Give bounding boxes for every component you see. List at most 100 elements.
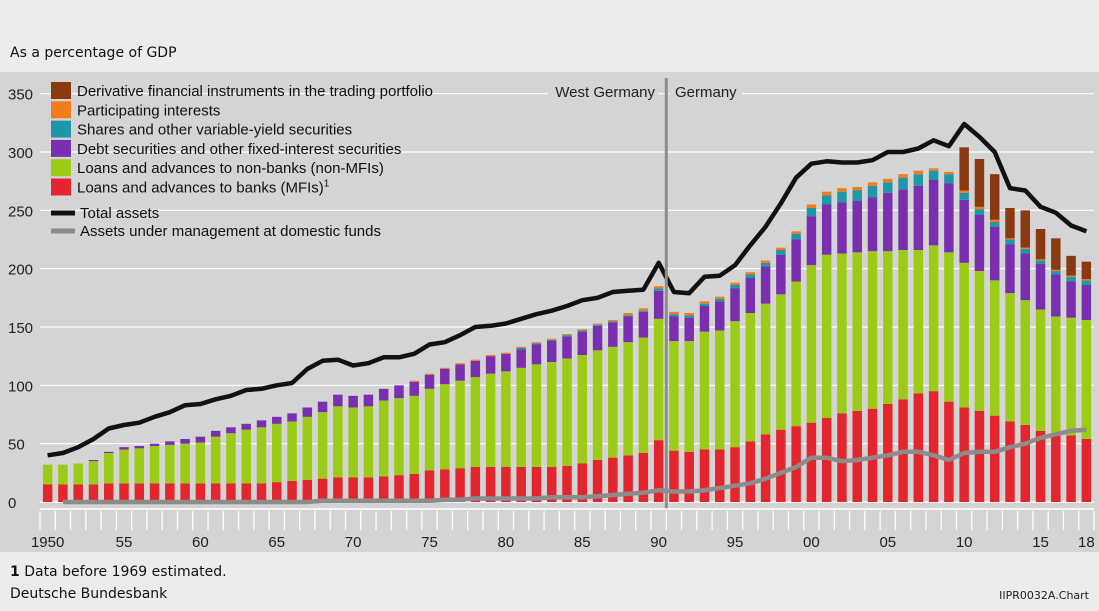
x-tick-label: 18 [1078, 534, 1095, 551]
bar-debt [333, 394, 343, 407]
bar-derivatives [1051, 238, 1061, 270]
bar-shares [669, 314, 679, 317]
bar-derivatives [974, 159, 985, 207]
bar-shares [989, 222, 1000, 227]
legend-swatch-derivatives [51, 82, 71, 99]
bar-loans_nonbanks [272, 423, 282, 483]
bar-participating [760, 260, 771, 263]
bar-loans_nonbanks [119, 449, 129, 484]
bar-debt [1066, 281, 1076, 318]
legend-label-loans_banks: Loans and advances to banks (MFIs)1 [77, 179, 330, 197]
x-tick-label: 80 [498, 534, 515, 551]
bar-loans_banks [1020, 425, 1030, 502]
bar-debt [501, 353, 511, 372]
period-label-right-bg [670, 80, 742, 102]
bar-debt [104, 451, 114, 453]
chart-id: IIPR0032A.Chart [999, 589, 1089, 602]
bar-loans_nonbanks [501, 371, 511, 467]
x-tick-label: 70 [345, 534, 362, 551]
legend-swatch-shares [51, 120, 71, 138]
bar-debt [516, 349, 526, 368]
bar-loans_nonbanks [1005, 293, 1015, 422]
bar-shares [699, 303, 710, 306]
bar-debt [608, 322, 618, 347]
bar-participating [898, 174, 908, 178]
bar-loans_banks [333, 477, 343, 502]
bar-loans_nonbanks [88, 461, 99, 485]
bar-participating [791, 231, 801, 234]
bar-loans_nonbanks [42, 464, 53, 485]
bar-loans_banks [501, 467, 511, 502]
bar-shares [577, 330, 588, 332]
footnote: 1 Data before 1969 estimated. [10, 564, 227, 580]
bar-participating [577, 329, 588, 331]
bar-debt [195, 436, 206, 443]
bar-debt [928, 180, 939, 246]
legend-swatch-loans_banks [51, 178, 71, 196]
bar-debt [699, 306, 710, 332]
bar-loans_nonbanks [531, 364, 542, 467]
bar-shares [1020, 248, 1030, 254]
bar-participating [531, 342, 542, 344]
bar-loans_nonbanks [516, 367, 526, 467]
bar-loans_banks [531, 467, 542, 502]
bar-debt [562, 336, 572, 359]
bar-loans_banks [516, 467, 526, 502]
bar-loans_nonbanks [745, 313, 756, 442]
x-tick-label: 15 [1032, 534, 1049, 551]
bar-shares [730, 285, 740, 289]
bar-loans_nonbanks [638, 337, 649, 453]
bar-debt [776, 254, 786, 295]
legend-swatch-loans_nonbanks [51, 159, 71, 177]
bar-participating [653, 286, 664, 289]
bar-shares [852, 190, 862, 201]
bar-debt [317, 401, 328, 413]
period-label-right: Germany [675, 84, 737, 101]
legend-label-total_assets: Total assets [80, 205, 159, 222]
bar-loans_banks [363, 477, 374, 502]
bar-debt [1005, 244, 1015, 294]
bar-loans_banks [867, 408, 878, 502]
bar-loans_nonbanks [210, 436, 221, 484]
x-tick-label: 55 [116, 534, 133, 551]
bar-loans_banks [272, 482, 282, 502]
bar-loans_nonbanks [378, 400, 389, 477]
bar-debt [730, 288, 740, 322]
bar-loans_nonbanks [577, 355, 588, 464]
bar-loans_nonbanks [73, 463, 83, 485]
x-tick-label: 95 [727, 534, 744, 551]
bar-loans_banks [424, 470, 435, 502]
bar-loans_banks [806, 422, 817, 502]
bar-participating [1066, 275, 1076, 277]
bar-loans_banks [699, 449, 710, 502]
legend-swatch-debt [51, 139, 71, 157]
bar-participating [501, 352, 511, 354]
bar-participating [821, 191, 832, 196]
source: Deutsche Bundesbank [10, 586, 168, 602]
bar-loans_banks [73, 484, 83, 502]
bar-participating [837, 188, 847, 192]
y-tick-label: 250 [8, 203, 33, 220]
bar-shares [592, 324, 603, 326]
bar-loans_nonbanks [546, 362, 557, 467]
bar-loans_banks [119, 483, 129, 502]
bar-loans_nonbanks [149, 446, 160, 484]
bar-loans_banks [562, 465, 572, 502]
line-aum [62, 427, 1087, 505]
bar-shares [715, 299, 725, 302]
bar-derivatives [1066, 255, 1076, 276]
bar-shares [608, 321, 618, 323]
bar-participating [638, 308, 649, 311]
bar-participating [608, 320, 618, 322]
x-tick-label: 1950 [31, 534, 64, 551]
bar-debt [394, 385, 404, 399]
bar-loans_banks [1051, 434, 1061, 502]
y-tick-label: 350 [8, 87, 33, 104]
bar-debt [867, 197, 878, 252]
bar-loans_nonbanks [669, 341, 679, 451]
bar-shares [898, 177, 908, 190]
bar-loans_banks [149, 483, 160, 502]
bar-loans_banks [165, 483, 175, 502]
x-tick-label: 90 [650, 534, 667, 551]
bar-loans_nonbanks [928, 245, 939, 392]
